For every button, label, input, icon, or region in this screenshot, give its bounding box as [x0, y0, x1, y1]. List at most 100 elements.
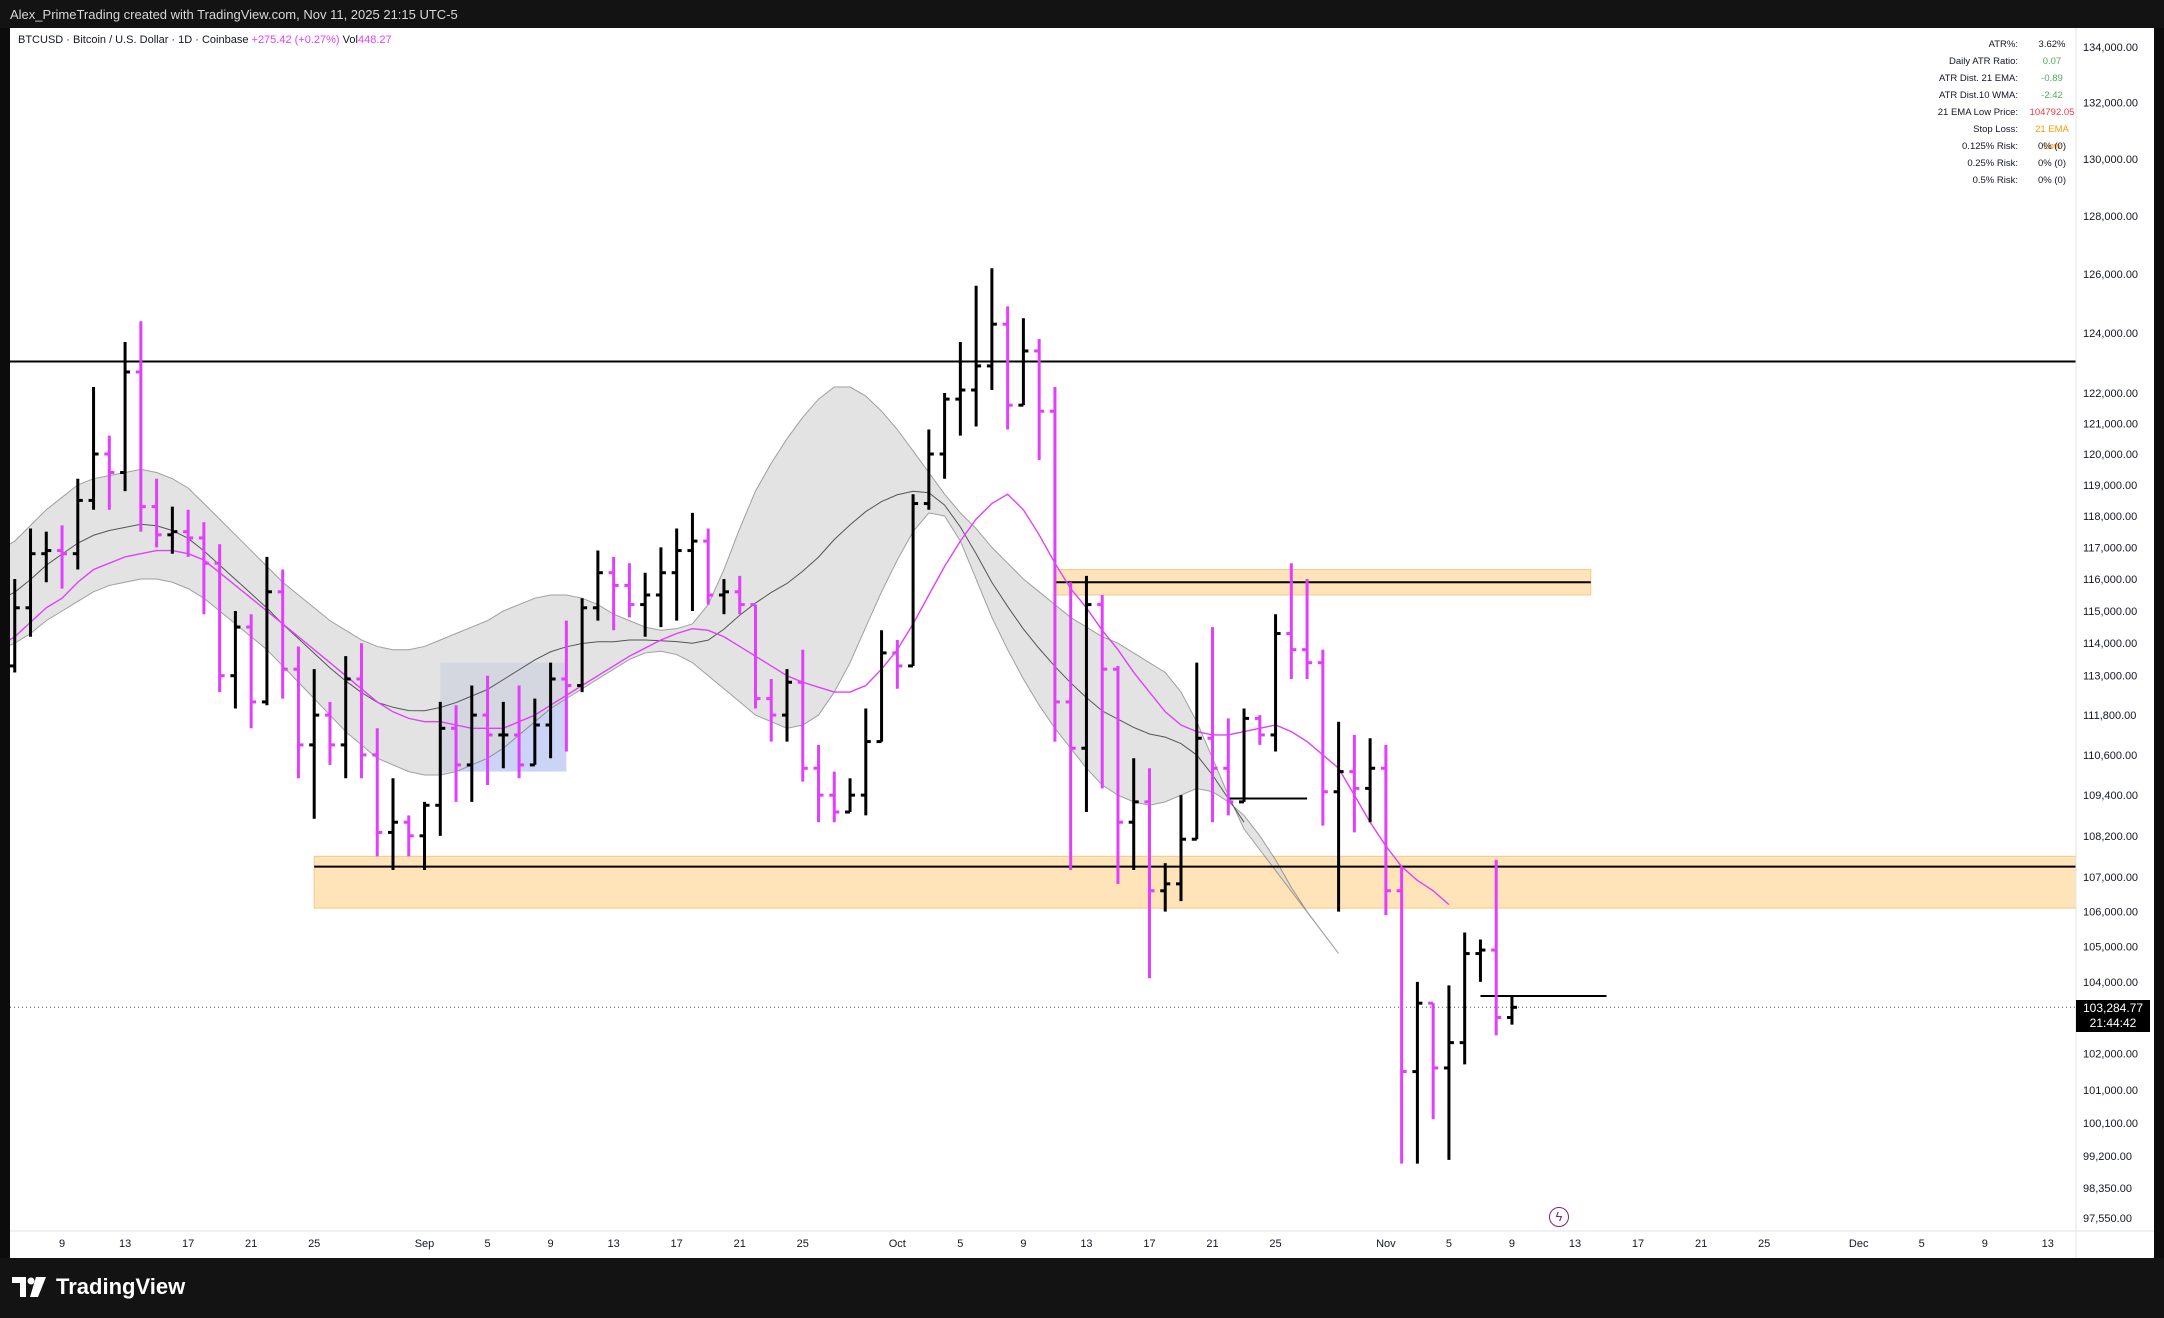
ohlc-bar: [214, 544, 225, 693]
ohlc-bar: [1506, 996, 1517, 1025]
x-tick-label: 17: [1632, 1238, 1644, 1250]
ohlc-bar: [230, 610, 241, 709]
ohlc-bar: [1097, 594, 1108, 789]
ohlc-bar: [908, 494, 919, 668]
ohlc-bar: [120, 342, 131, 492]
ohlc-bar: [1491, 859, 1502, 1036]
y-tick-label: 100,100.00: [2083, 1118, 2138, 1130]
volume-value: 448.27: [357, 34, 392, 46]
symbol-legend: BTCUSD · Bitcoin / U.S. Dollar · 1D · Co…: [18, 34, 392, 46]
y-tick-label: 134,000.00: [2083, 42, 2138, 54]
ohlc-bar: [41, 531, 52, 583]
ohlc-bar: [1302, 579, 1313, 679]
chart-area[interactable]: 134,000.00 132,000.00 130,000.00 128,000.00…: [10, 28, 2154, 1258]
stats-value: 0% (0): [2038, 141, 2066, 152]
y-tick-label: 99,200.00: [2083, 1151, 2132, 1163]
y-tick-label: 124,000.00: [2083, 328, 2138, 340]
stats-row: 0.5% Risk: 0% (0): [1908, 172, 2078, 189]
x-tick-label: 13: [119, 1238, 131, 1250]
ohlc-bar: [25, 528, 36, 637]
ohlc-bar: [592, 550, 603, 621]
ohlc-bar: [876, 630, 887, 744]
ohlc-bar: [923, 429, 934, 510]
y-tick-label: 109,400.00: [2083, 790, 2138, 802]
x-tick-label: 13: [2042, 1238, 2054, 1250]
stats-value: 0.07: [2042, 56, 2062, 67]
y-tick-label: 110,600.00: [2083, 750, 2137, 762]
y-tick-label: 108,200.00: [2083, 831, 2138, 843]
flash-icon[interactable]: ϟ: [1549, 1207, 1569, 1227]
ohlc-bar: [1049, 387, 1060, 742]
ohlc-bar: [514, 685, 525, 779]
y-tick-label: 105,000.00: [2083, 942, 2138, 954]
ohlc-bar: [845, 778, 856, 814]
ohlc-bar: [277, 569, 288, 699]
stats-row: 21 EMA Low Price: 104792.05: [1908, 104, 2078, 121]
ohlc-bar: [372, 728, 383, 857]
price-chart[interactable]: 134,000.00 132,000.00 130,000.00 128,000.00…: [10, 28, 2154, 1258]
x-tick-label: 25: [308, 1238, 320, 1250]
ohlc-bar: [1475, 939, 1486, 982]
ohlc-bar: [1128, 758, 1139, 871]
stats-label: 0.125% Risk:: [1962, 141, 2018, 152]
ohlc-bar: [72, 478, 83, 570]
y-tick-label: 119,000.00: [2083, 480, 2137, 492]
ohlc-bar: [1002, 306, 1013, 430]
ohlc-bar: [734, 575, 745, 615]
ohlc-bar: [1270, 614, 1281, 752]
ohlc-bar: [687, 512, 698, 611]
x-tick-label: Oct: [889, 1238, 906, 1250]
stats-row: 0.125% Risk: 0% (0): [1908, 138, 2078, 155]
y-tick-label: 97,550.00: [2083, 1213, 2132, 1225]
y-tick-label: 130,000.00: [2083, 154, 2138, 166]
y-tick-label: 126,000.00: [2083, 269, 2138, 281]
x-tick-label: Nov: [1376, 1238, 1396, 1250]
x-tick-label: 5: [1919, 1238, 1925, 1250]
stats-label: 0.25% Risk:: [1967, 158, 2018, 169]
ohlc-bar: [104, 435, 115, 510]
ohlc-bar: [939, 393, 950, 479]
stats-label: 0.5% Risk:: [1972, 175, 2018, 186]
ohlc-bar: [1380, 744, 1391, 916]
ohlc-bar: [1223, 718, 1234, 816]
y-tick-label: 101,000.00: [2083, 1085, 2138, 1097]
credit-text: Alex_PrimeTrading created with TradingVi…: [10, 7, 458, 22]
ohlc-bar: [1349, 734, 1360, 833]
stats-value: 21 EMA Low: [2035, 124, 2069, 152]
y-tick-label: 117,000.00: [2083, 542, 2137, 554]
ohlc-bar: [703, 528, 714, 605]
price-change: +275.42 (+0.27%): [251, 34, 340, 46]
y-tick-label: 118,000.00: [2083, 511, 2137, 523]
stats-row: 0.25% Risk: 0% (0): [1908, 155, 2078, 172]
bottom-bar: TradingView: [0, 1258, 2164, 1318]
x-tick-label: 21: [734, 1238, 746, 1250]
ohlc-bar: [10, 579, 20, 673]
ohlc-bar: [1144, 768, 1155, 979]
ohlc-bar: [1160, 863, 1171, 912]
stats-label: Stop Loss:: [1973, 124, 2018, 135]
ohlc-bar: [198, 522, 209, 615]
symbol-title: BTCUSD · Bitcoin / U.S. Dollar · 1D · Co…: [18, 34, 249, 46]
stats-value: 3.62%: [2038, 39, 2066, 50]
tradingview-logo-icon: [12, 1277, 46, 1297]
ohlc-bar: [356, 643, 367, 779]
x-tick-label: 13: [1569, 1238, 1581, 1250]
ohlc-bar: [435, 701, 446, 836]
ohlc-bar: [766, 678, 777, 742]
y-tick-label: 102,000.00: [2083, 1048, 2138, 1060]
ohlc-bar: [309, 669, 320, 819]
ohlc-bar: [640, 572, 651, 637]
x-tick-label: 25: [797, 1238, 809, 1250]
ohlc-bar: [1254, 715, 1265, 745]
x-tick-label: Dec: [1849, 1238, 1869, 1250]
tradingview-logo[interactable]: TradingView: [12, 1274, 185, 1300]
x-tick-label: 25: [1269, 1238, 1281, 1250]
ohlc-bar: [1239, 708, 1250, 804]
ohlc-bar: [403, 815, 414, 857]
ohlc-bar: [1207, 627, 1218, 823]
ohlc-bar: [813, 744, 824, 823]
y-tick-label: 128,000.00: [2083, 211, 2138, 223]
ohlc-bar: [135, 321, 146, 532]
ohlc-bar: [892, 639, 903, 689]
ema-band: [10, 386, 1340, 954]
